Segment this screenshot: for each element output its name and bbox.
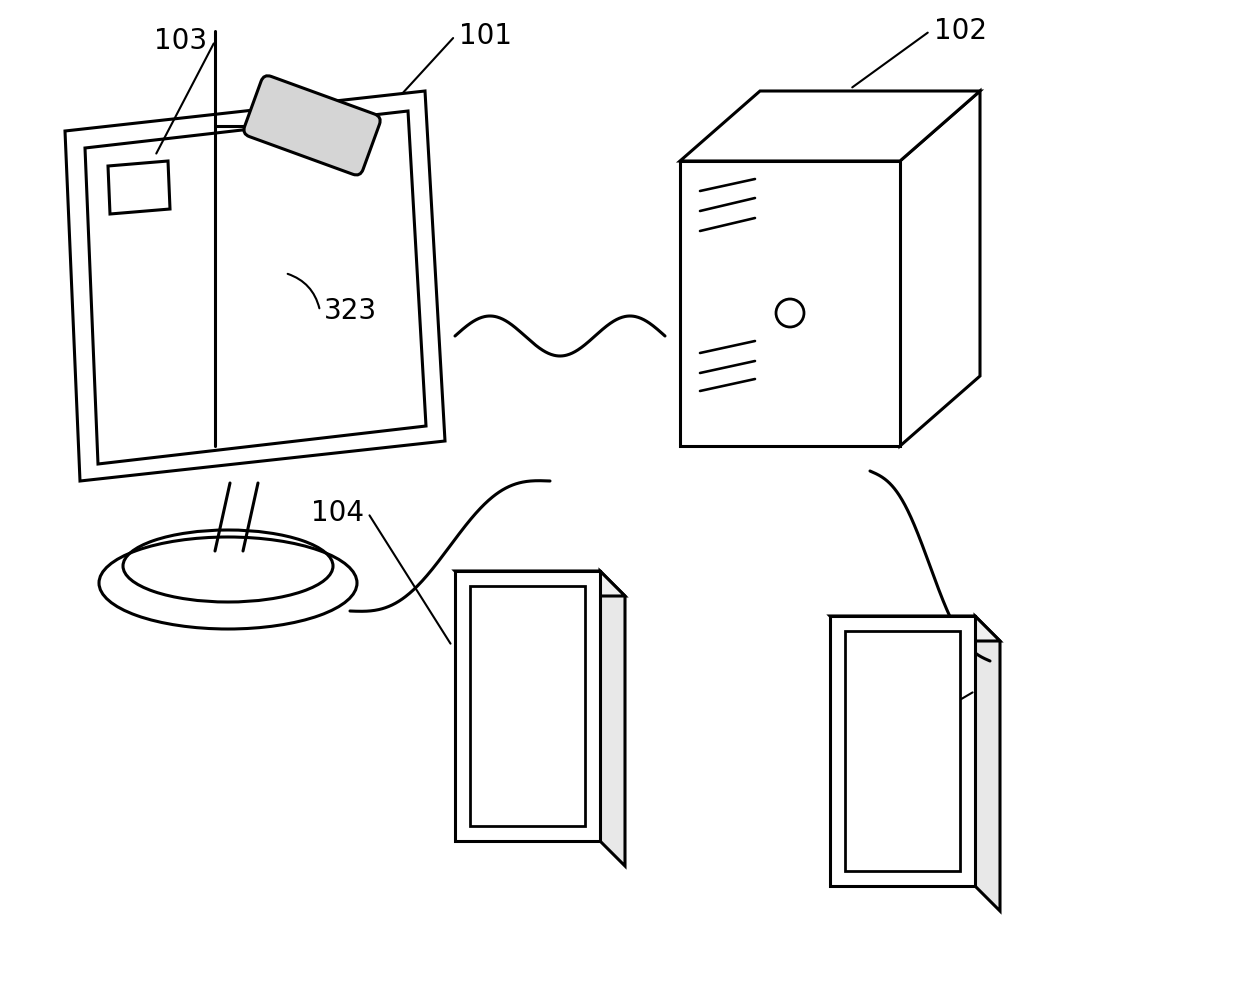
Polygon shape xyxy=(844,631,960,871)
Text: 101: 101 xyxy=(459,22,512,50)
Polygon shape xyxy=(600,571,625,866)
Polygon shape xyxy=(86,111,427,464)
Polygon shape xyxy=(455,571,625,596)
FancyBboxPatch shape xyxy=(244,76,381,175)
Polygon shape xyxy=(680,91,980,161)
Polygon shape xyxy=(975,616,999,911)
Polygon shape xyxy=(900,91,980,446)
Polygon shape xyxy=(108,161,170,214)
Text: 102: 102 xyxy=(934,17,987,45)
Polygon shape xyxy=(830,616,999,641)
Polygon shape xyxy=(470,586,585,826)
Text: 104: 104 xyxy=(901,722,955,750)
Text: 103: 103 xyxy=(154,27,207,55)
Ellipse shape xyxy=(123,530,334,602)
Text: 104: 104 xyxy=(311,499,365,527)
Polygon shape xyxy=(64,91,445,481)
Polygon shape xyxy=(830,616,975,886)
Text: 323: 323 xyxy=(324,297,377,325)
Polygon shape xyxy=(455,571,600,841)
Polygon shape xyxy=(680,161,900,446)
